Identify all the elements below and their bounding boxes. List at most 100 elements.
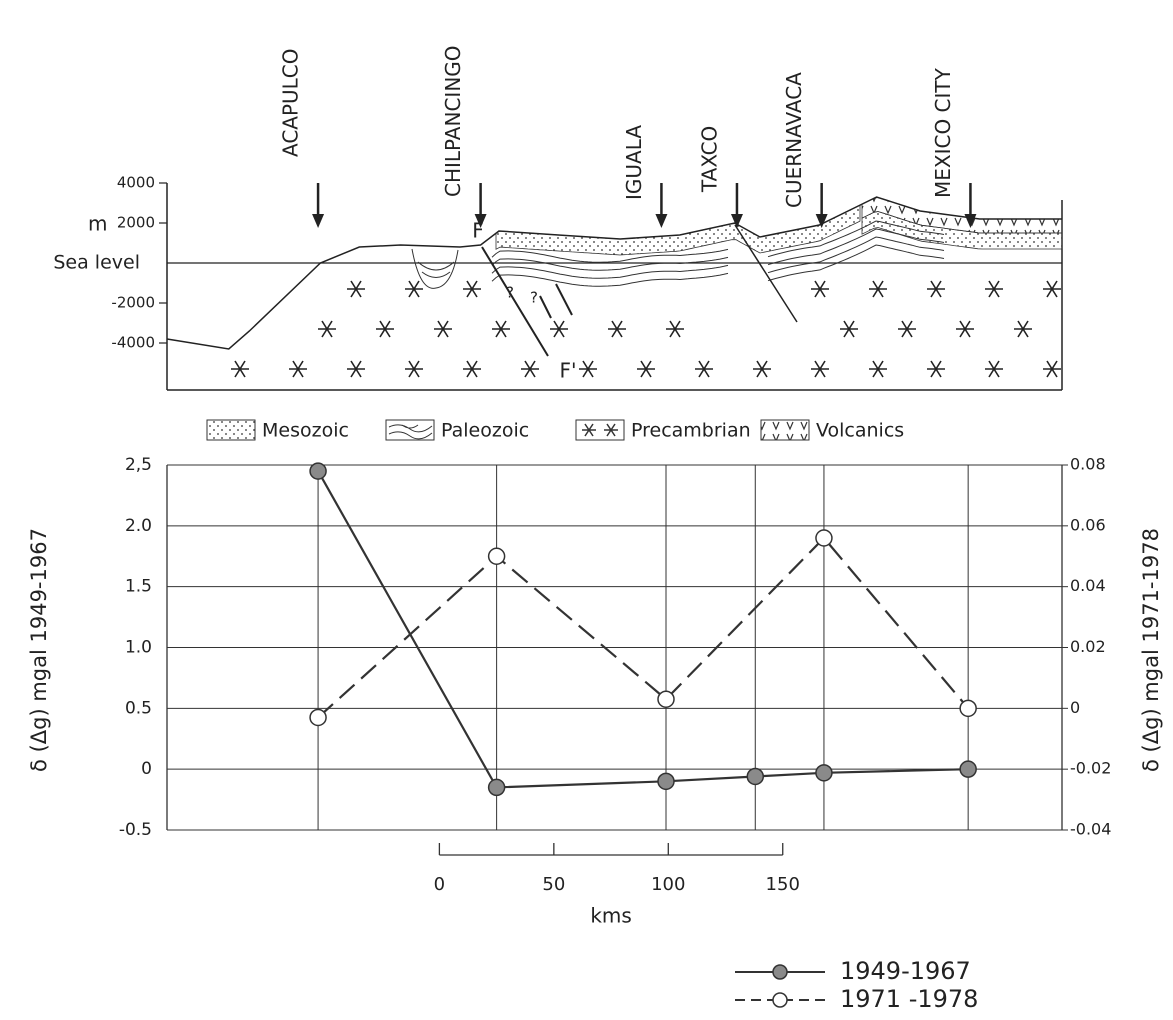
x-tick-label: 0 [434, 874, 445, 895]
legend-label: 1971 -1978 [840, 985, 978, 1013]
data-point [815, 529, 833, 547]
precambrian-symbol [318, 320, 336, 338]
y2-tick-label: 0.02 [1070, 637, 1106, 656]
y2-tick-label: -0.04 [1070, 820, 1111, 839]
paleozoic-layer [767, 244, 945, 282]
legend-swatch-stars [582, 423, 618, 437]
fault-line [555, 283, 573, 316]
annotation: F' [559, 359, 576, 383]
legend-swatch [760, 419, 810, 441]
series-line [317, 536, 970, 719]
precambrian-symbol [463, 280, 481, 298]
y-tick-label: 2.0 [125, 516, 152, 536]
precambrian-symbol [434, 320, 452, 338]
precambrian-symbol [898, 320, 916, 338]
paleozoic-layer [767, 228, 945, 266]
y-tick-label: 0.5 [125, 698, 152, 718]
x-tick-label: 100 [651, 874, 685, 895]
y2-tick-label: 0.08 [1070, 455, 1106, 474]
legend-swatch-lines [388, 424, 433, 440]
legend-marker [772, 992, 788, 1008]
y2-tick-label: -0.02 [1070, 759, 1111, 778]
annotation: F [472, 219, 484, 243]
precambrian-symbol [811, 360, 829, 378]
precambrian-symbol [579, 360, 597, 378]
data-point [309, 462, 327, 480]
legend-label: 1949-1967 [840, 957, 971, 985]
y-tick-label: 2000 [117, 214, 155, 232]
precambrian-symbol [550, 320, 568, 338]
legend-label: Volcanics [816, 420, 904, 442]
precambrian-symbol [927, 360, 945, 378]
y-tick-label: -0.5 [119, 820, 152, 840]
precambrian-symbol [347, 280, 365, 298]
fault-line [734, 224, 798, 323]
x-tick-label: 150 [766, 874, 800, 895]
precambrian-symbol [869, 280, 887, 298]
gravity-chart: 2,5 2.0 1.5 1.0 0.5 0 -0.5 0.08 0.06 0.04 0.02 0 -0.… [27, 455, 1163, 1014]
paleozoic-layer [767, 220, 945, 258]
legend-swatch [206, 419, 256, 441]
precambrian-symbol [956, 320, 974, 338]
data-point [487, 778, 506, 797]
y-tick-label: 1.0 [125, 638, 152, 658]
place-label: MEXICO CITY [931, 67, 955, 198]
y-tick-label: 0 [141, 759, 152, 779]
unit-legend: Mesozoic Paleozoic Precambrian Volcanics [206, 419, 904, 442]
precambrian-symbol [376, 320, 394, 338]
surface-line [166, 196, 1062, 350]
y-tick-label: 4000 [117, 174, 155, 192]
precambrian-symbol [869, 360, 887, 378]
y-tick-label: 1.5 [125, 577, 152, 597]
arrow-head [474, 214, 487, 228]
precambrian-symbol [753, 360, 771, 378]
precambrian-symbol [608, 320, 626, 338]
precambrian-symbol [405, 280, 423, 298]
precambrian-symbol [492, 320, 510, 338]
mesozoic-band [495, 204, 861, 256]
precambrian-symbol [985, 360, 1003, 378]
data-point [657, 690, 675, 708]
precambrian-symbol [289, 360, 307, 378]
data-point [746, 767, 765, 786]
data-point [309, 708, 327, 727]
precambrian-symbol [637, 360, 655, 378]
data-point [959, 699, 977, 718]
place-label: CHILPANCINGO [441, 45, 465, 197]
y-tick-label: Sea level [53, 252, 140, 274]
place-label: IGUALA [622, 125, 646, 200]
y-axis-label: m [88, 212, 107, 236]
y2-tick-label: 0.06 [1070, 515, 1106, 534]
fault-line [539, 295, 552, 319]
arrow-head [964, 214, 977, 228]
paleozoic-layer [491, 272, 729, 287]
mesozoic-band [861, 211, 1063, 250]
x-axis-label: kms [590, 904, 631, 928]
precambrian-symbol [985, 280, 1003, 298]
series-line [317, 470, 969, 789]
legend-swatch [385, 419, 435, 441]
arrow-head [312, 214, 325, 228]
y-tick-label: -2000 [111, 294, 155, 312]
arrow-head [815, 214, 828, 228]
cross-section: m 4000 2000 Sea level -2000 -4000 F F'? ? ACAPULC… [53, 45, 1063, 391]
precambrian-symbol [463, 360, 481, 378]
precambrian-symbol [1014, 320, 1032, 338]
precambrian-symbol [840, 320, 858, 338]
precambrian-symbol [1043, 280, 1061, 298]
place-label: ACAPULCO [279, 48, 303, 157]
arrow-head [730, 214, 743, 228]
y-axis-label: δ (Δg) mgal 1949-1967 [27, 528, 51, 772]
paleozoic-layer [767, 236, 945, 274]
legend-label: Mesozoic [262, 420, 349, 442]
place-label: TAXCO [697, 126, 721, 193]
arrow-head [655, 214, 668, 228]
x-tick-label: 50 [542, 874, 565, 895]
precambrian-symbol [695, 360, 713, 378]
paleozoic-basin [411, 248, 459, 289]
y-tick-label: -4000 [111, 334, 155, 352]
precambrian-symbol [347, 360, 365, 378]
legend-label: Precambrian [631, 420, 751, 442]
